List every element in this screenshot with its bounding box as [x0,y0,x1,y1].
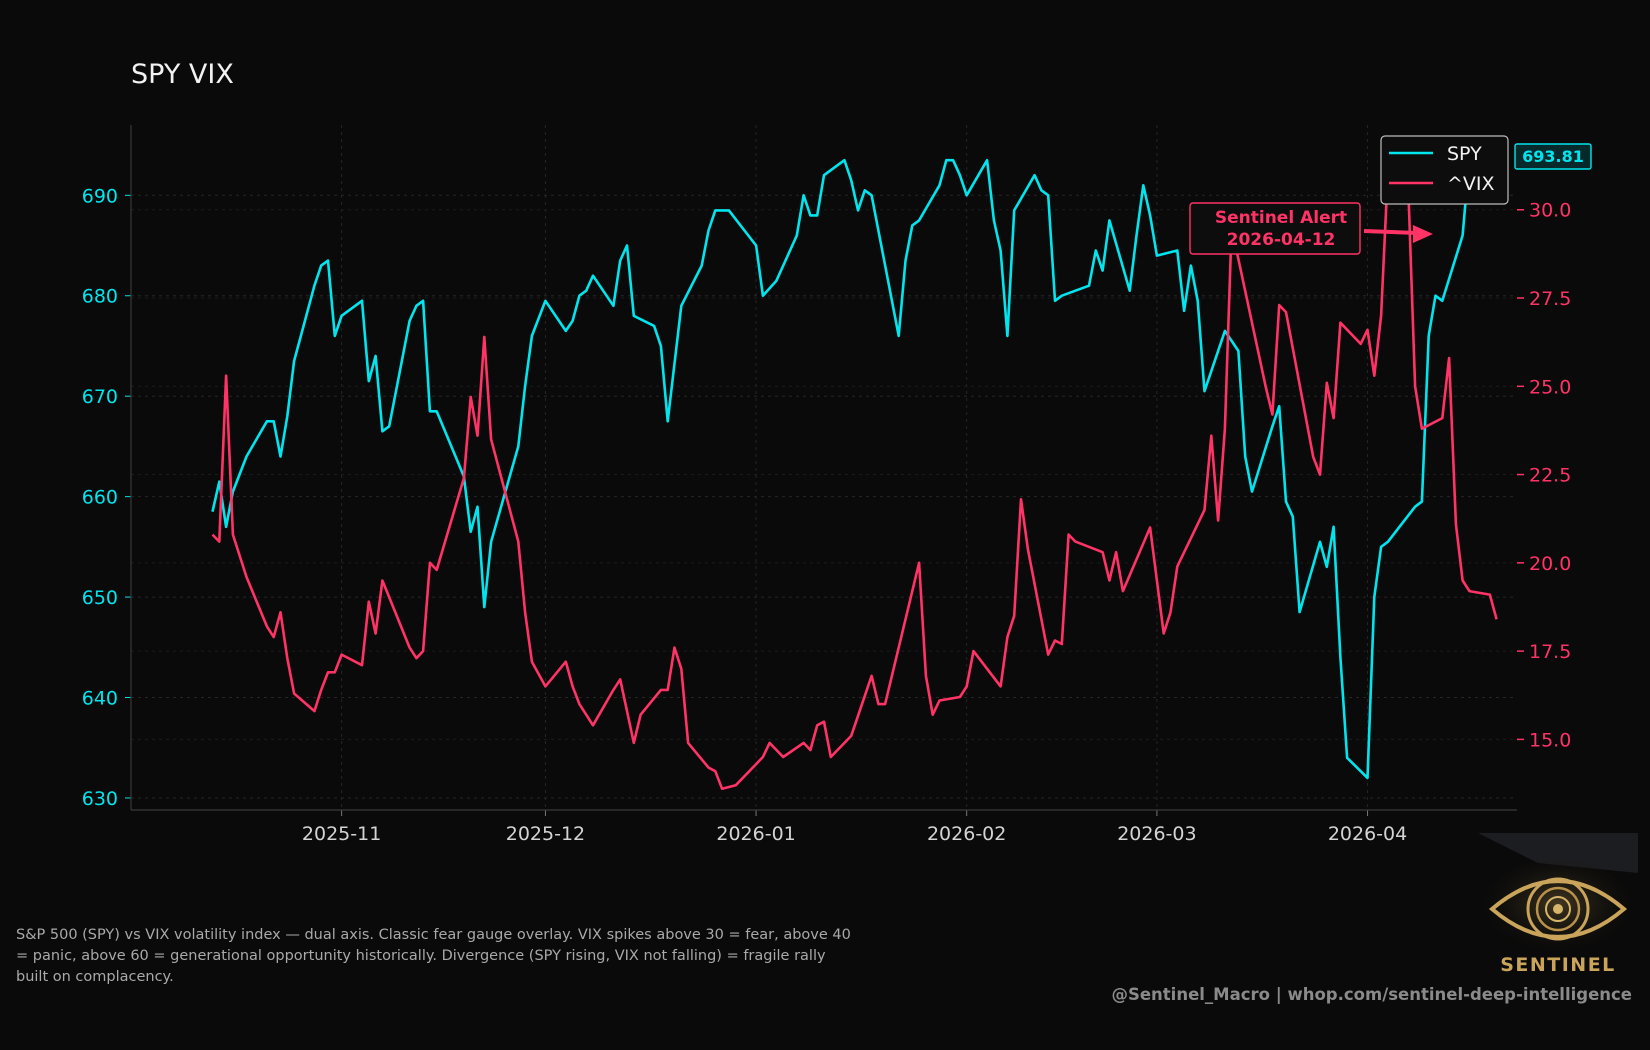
alert-arrow-head [1413,225,1433,243]
y-tick-label-right: 27.5 [1529,288,1571,310]
y-tick-label-left: 660 [82,487,118,509]
y-tick-label-right: 22.5 [1529,465,1571,487]
y-tick-label-left: 670 [82,386,118,408]
credit-line: @Sentinel_Macro | whop.com/sentinel-deep… [1111,985,1632,1004]
eye-iris-inner [1545,896,1571,922]
last-value-box [1514,143,1592,170]
y-tick-label-left: 640 [82,688,118,710]
alert-arrow-shaft [1363,229,1419,235]
y-tick-label-right: 30.0 [1529,200,1571,222]
y-tick-label-right: 20.0 [1529,553,1571,575]
x-tick-label: 2026-03 [1117,823,1196,845]
chart-title: SPY VIX [131,59,234,90]
legend: SPY ^VIX [1380,135,1509,205]
x-tick-label: 2026-04 [1328,823,1407,845]
legend-label-vix: ^VIX [1447,173,1495,195]
eye-pupil [1553,904,1563,914]
axes: 2025-11 2025-12 2026-01 2026-02 2026-03 2026-… [82,125,1571,845]
last-value-label: 693.81 [1522,147,1584,166]
logo-text: SENTINEL [1500,954,1616,976]
alert-title: Sentinel Alert [1215,208,1347,228]
y-tick-label-right: 25.0 [1529,376,1571,398]
y-tick-label-right: 17.5 [1529,641,1571,663]
x-tick-label: 2026-01 [716,823,795,845]
y-tick-label-left: 630 [82,788,118,810]
x-tick-label: 2025-12 [506,823,585,845]
last-value-badge: 693.81 [1514,143,1592,170]
sentinel-alert-annotation: Sentinel Alert 2026-04-12 [1189,202,1433,255]
sentinel-logo: SENTINEL [1478,833,1638,976]
x-tick-label: 2025-11 [302,823,381,845]
eye-iris-mid [1535,886,1581,932]
eye-icon [1488,879,1628,939]
y-tick-label-right: 15.0 [1529,729,1571,751]
chart-caption: S&P 500 (SPY) vs VIX volatility index — … [16,927,851,985]
series-line-spy [211,156,1471,780]
series-lines [211,156,1498,791]
y-tick-label-left: 690 [82,185,118,207]
logo-swoosh [1478,833,1638,873]
alert-date: 2026-04-12 [1227,230,1336,250]
legend-label-spy: SPY [1447,143,1482,165]
grid [131,125,1517,810]
x-tick-label: 2026-02 [927,823,1006,845]
series-line-vix [211,169,1498,791]
y-tick-label-left: 680 [82,286,118,308]
y-tick-label-left: 650 [82,587,118,609]
eye-iris-outer [1526,877,1590,941]
alert-box [1189,202,1361,255]
